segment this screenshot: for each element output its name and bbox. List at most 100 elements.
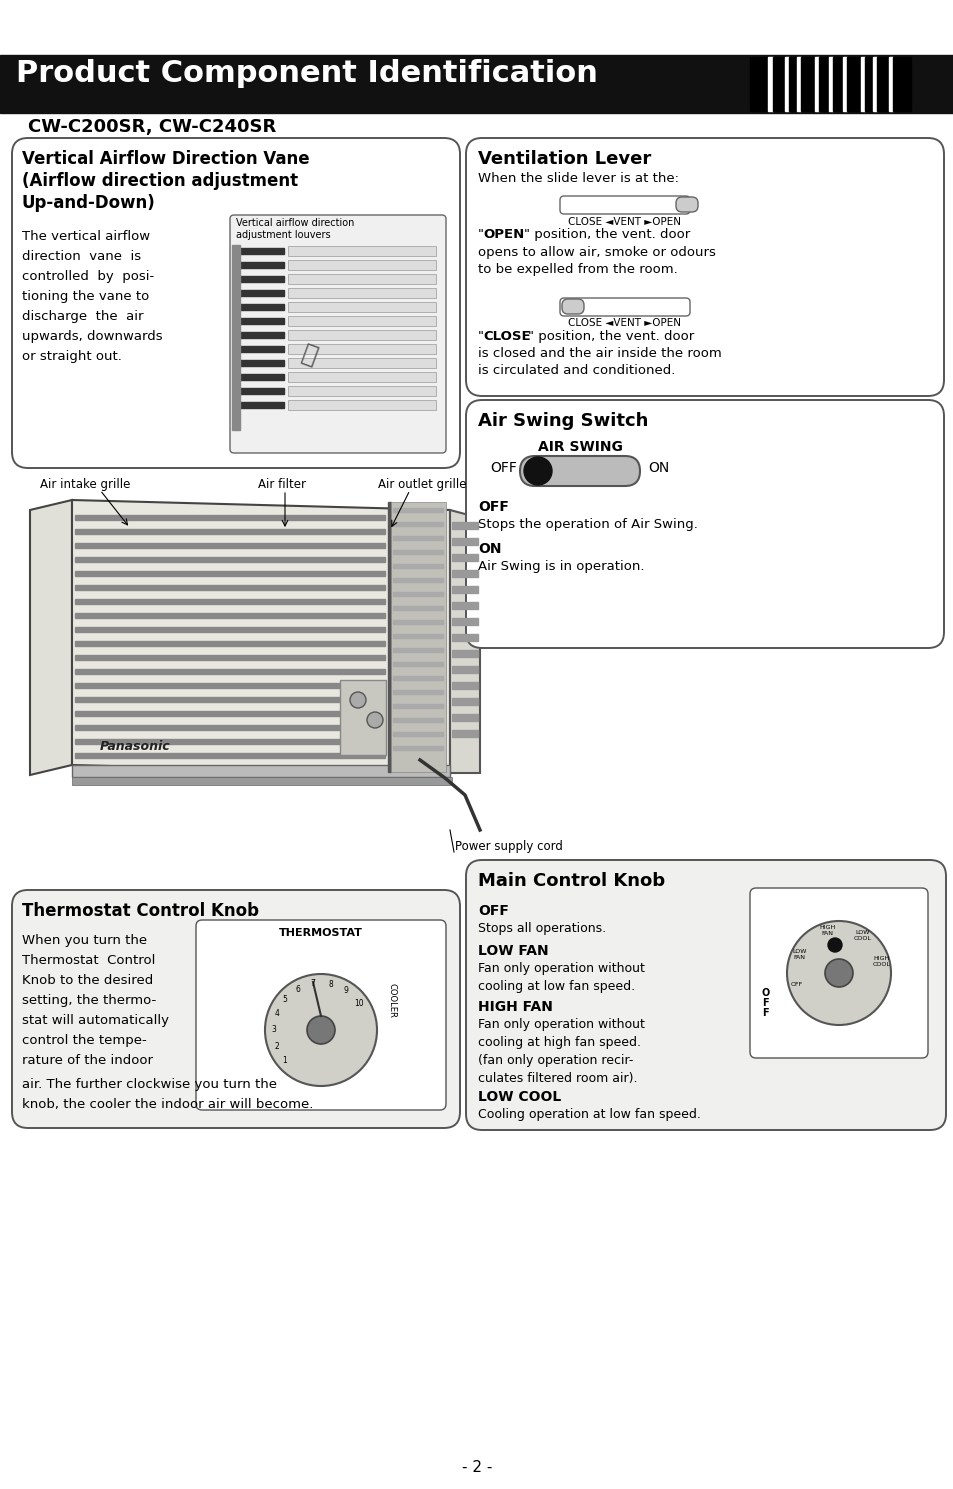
Text: Air Swing is in operation.: Air Swing is in operation. — [477, 560, 644, 573]
Bar — [393, 508, 442, 512]
Bar — [288, 372, 436, 383]
Text: CW-C200SR, CW-C240SR: CW-C200SR, CW-C240SR — [28, 118, 276, 135]
Text: or straight out.: or straight out. — [22, 350, 122, 363]
Bar — [832, 57, 842, 112]
FancyBboxPatch shape — [465, 861, 945, 1130]
FancyBboxPatch shape — [559, 298, 689, 316]
Bar — [233, 319, 284, 325]
Bar — [71, 765, 450, 777]
Bar — [452, 730, 477, 737]
Bar — [452, 554, 477, 561]
Bar — [452, 523, 477, 529]
Text: direction  vane  is: direction vane is — [22, 250, 141, 264]
Circle shape — [523, 457, 552, 485]
Bar — [288, 302, 436, 313]
Text: " position, the vent. door: " position, the vent. door — [523, 228, 690, 241]
Text: control the tempe-: control the tempe- — [22, 1033, 147, 1047]
Text: ON: ON — [647, 462, 669, 475]
Text: Main Control Knob: Main Control Knob — [477, 873, 664, 890]
Bar — [452, 587, 477, 593]
Text: Stops all operations.: Stops all operations. — [477, 922, 605, 935]
Text: ON: ON — [477, 542, 501, 555]
Bar — [846, 57, 861, 112]
Bar — [393, 549, 442, 554]
Text: setting, the thermo-: setting, the thermo- — [22, 995, 156, 1007]
Bar — [75, 640, 385, 646]
Text: 8: 8 — [328, 980, 333, 989]
Bar — [784, 57, 788, 112]
Circle shape — [786, 922, 890, 1024]
Polygon shape — [71, 500, 450, 774]
Text: 9: 9 — [343, 986, 348, 995]
Text: (Airflow direction adjustment: (Airflow direction adjustment — [22, 173, 297, 191]
Bar — [393, 704, 442, 707]
Bar — [233, 374, 284, 380]
Bar — [288, 357, 436, 368]
Bar — [288, 386, 436, 396]
Text: ": " — [477, 228, 483, 241]
Text: CLOSE ◄VENT ►OPEN: CLOSE ◄VENT ►OPEN — [568, 217, 680, 226]
Circle shape — [307, 1015, 335, 1044]
Text: opens to allow air, smoke or odours: opens to allow air, smoke or odours — [477, 246, 715, 259]
Bar — [233, 389, 284, 395]
Text: is circulated and conditioned.: is circulated and conditioned. — [477, 363, 675, 377]
Bar — [452, 698, 477, 704]
Text: stat will automatically: stat will automatically — [22, 1014, 169, 1027]
Bar — [814, 57, 818, 112]
Bar — [393, 578, 442, 582]
FancyBboxPatch shape — [465, 138, 943, 396]
FancyBboxPatch shape — [230, 214, 446, 453]
Bar — [393, 689, 442, 694]
Bar — [75, 725, 385, 730]
Bar — [452, 618, 477, 625]
Text: (fan only operation recir-: (fan only operation recir- — [477, 1054, 633, 1068]
Bar — [288, 316, 436, 326]
Text: Thermostat  Control: Thermostat Control — [22, 954, 155, 966]
Bar — [876, 57, 888, 112]
Bar — [233, 345, 284, 351]
Text: Vertical airflow direction: Vertical airflow direction — [235, 217, 354, 228]
Bar — [288, 261, 436, 270]
Bar — [232, 246, 240, 430]
Bar — [452, 538, 477, 545]
Bar — [393, 564, 442, 567]
Text: cooling at high fan speed.: cooling at high fan speed. — [477, 1036, 640, 1048]
Bar — [452, 715, 477, 721]
Text: Vertical Airflow Direction Vane: Vertical Airflow Direction Vane — [22, 150, 310, 168]
Bar — [872, 57, 876, 112]
Bar — [75, 529, 385, 535]
FancyBboxPatch shape — [195, 920, 446, 1109]
Text: Air filter: Air filter — [257, 478, 306, 491]
Text: The vertical airflow: The vertical airflow — [22, 229, 150, 243]
Bar — [393, 676, 442, 680]
Text: HIGH
FAN: HIGH FAN — [819, 925, 835, 937]
Text: THERMOSTAT: THERMOSTAT — [279, 928, 362, 938]
Bar — [801, 57, 814, 112]
Text: LOW
COOL: LOW COOL — [853, 931, 870, 941]
Bar — [892, 57, 910, 112]
Circle shape — [824, 959, 852, 987]
Bar — [452, 651, 477, 657]
Text: F: F — [761, 998, 768, 1008]
Bar — [452, 570, 477, 578]
Text: air. The further clockwise you turn the: air. The further clockwise you turn the — [22, 1078, 276, 1091]
Bar — [388, 502, 391, 771]
Bar — [288, 287, 436, 298]
Circle shape — [350, 692, 366, 707]
Text: COOLER: COOLER — [388, 983, 396, 1017]
Bar — [233, 262, 284, 268]
Bar — [75, 683, 385, 688]
Text: Air intake grille: Air intake grille — [40, 478, 131, 491]
Text: When the slide lever is at the:: When the slide lever is at the: — [477, 173, 679, 185]
Circle shape — [265, 974, 376, 1085]
Text: O: O — [761, 989, 769, 998]
Bar — [233, 249, 284, 255]
Text: knob, the cooler the indoor air will become.: knob, the cooler the indoor air will bec… — [22, 1097, 313, 1111]
Bar — [864, 57, 872, 112]
Text: Cooling operation at low fan speed.: Cooling operation at low fan speed. — [477, 1108, 700, 1121]
Text: cooling at low fan speed.: cooling at low fan speed. — [477, 980, 635, 993]
Bar — [393, 733, 442, 736]
Bar — [393, 648, 442, 652]
Bar — [288, 246, 436, 256]
Text: upwards, downwards: upwards, downwards — [22, 331, 162, 342]
